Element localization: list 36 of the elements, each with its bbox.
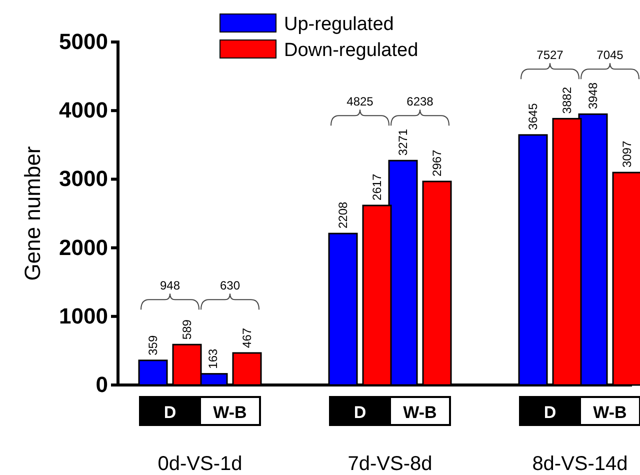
x-tick-label: W-B (593, 403, 627, 422)
annotation: 7045 (596, 48, 624, 62)
data-label: 163 (206, 348, 220, 369)
y-tick-label: 5000 (59, 29, 108, 54)
x-tick-label: W-B (403, 403, 437, 422)
legend-label: Down-regulated (284, 40, 418, 61)
x-tick-label: D (354, 403, 366, 422)
y-tick-label: 0 (96, 372, 108, 398)
data-label: 2617 (370, 173, 384, 200)
legend-label: Up-regulated (284, 14, 394, 35)
annotation: 7527 (536, 48, 564, 62)
data-label: 467 (240, 328, 254, 348)
data-label: 2208 (336, 202, 350, 229)
y-axis-title: Gene number (20, 146, 45, 281)
y-tick-label: 3000 (59, 166, 108, 192)
annotation: 948 (160, 278, 180, 293)
data-label: 2967 (430, 149, 444, 176)
text: 0d-VS-1d (158, 453, 242, 475)
data-label: 3882 (560, 86, 574, 114)
y-tick-label: 2000 (59, 234, 108, 260)
data-label: 3645 (526, 102, 540, 130)
annotation: 630 (220, 278, 240, 293)
x-tick-label: D (544, 403, 556, 422)
data-label: 589 (180, 319, 194, 340)
data-label: 3097 (620, 140, 634, 168)
x-tick-label: W-B (213, 403, 247, 422)
data-label: 359 (146, 335, 160, 356)
annotation: 6238 (406, 94, 434, 109)
y-tick-label: 1000 (59, 303, 108, 328)
y-tick-label: 4000 (59, 98, 108, 123)
data-label: 3948 (586, 82, 600, 110)
annotation: 4825 (346, 94, 374, 109)
text: 8d-VS-14d (532, 453, 628, 475)
x-tick-label: D (164, 403, 176, 422)
text: 7d-VS-8d (348, 453, 432, 475)
data-label: 3271 (396, 128, 410, 156)
